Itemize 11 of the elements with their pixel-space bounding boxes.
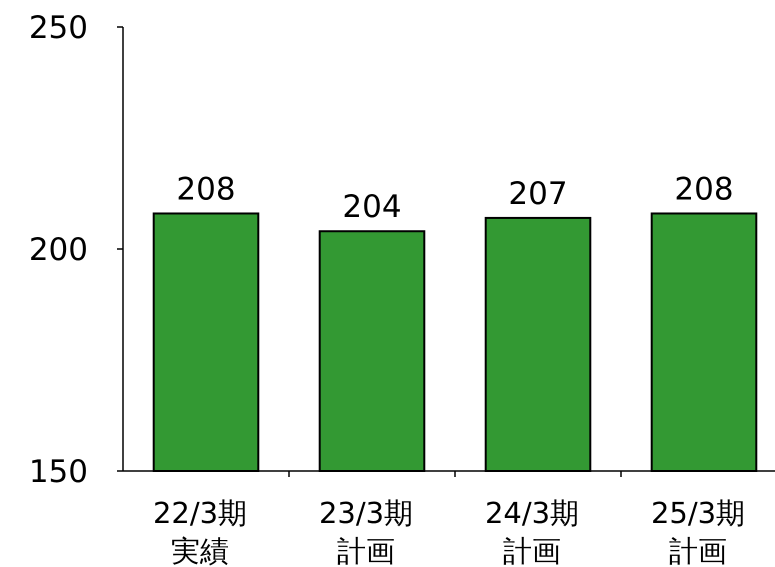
- y-tick-label: 200: [28, 232, 88, 268]
- data-label: 207: [508, 176, 568, 212]
- data-label: 208: [176, 171, 236, 208]
- x-tick-label: 22/3期実績: [152, 496, 248, 567]
- y-tick-label: 150: [28, 454, 88, 490]
- x-tick-label: 24/3期計画: [484, 496, 580, 567]
- y-tick-label: 250: [28, 10, 88, 46]
- x-tick-label: 23/3期計画: [318, 496, 414, 567]
- data-label: 204: [342, 189, 402, 226]
- data-label: 208: [674, 171, 734, 208]
- x-tick-label: 25/3期計画: [650, 496, 746, 567]
